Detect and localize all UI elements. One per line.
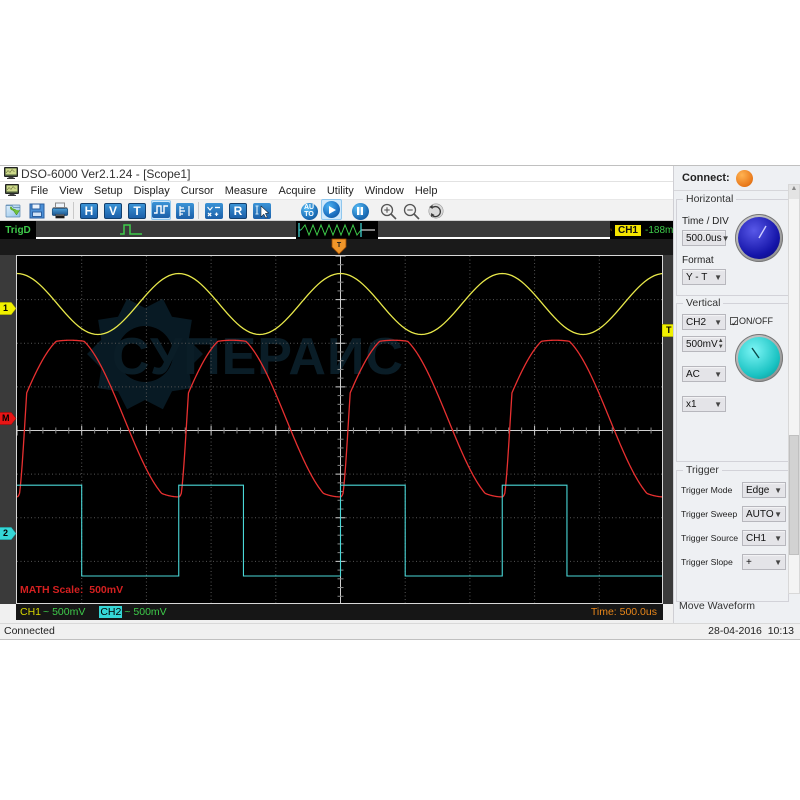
svg-text:T: T [337,242,342,249]
